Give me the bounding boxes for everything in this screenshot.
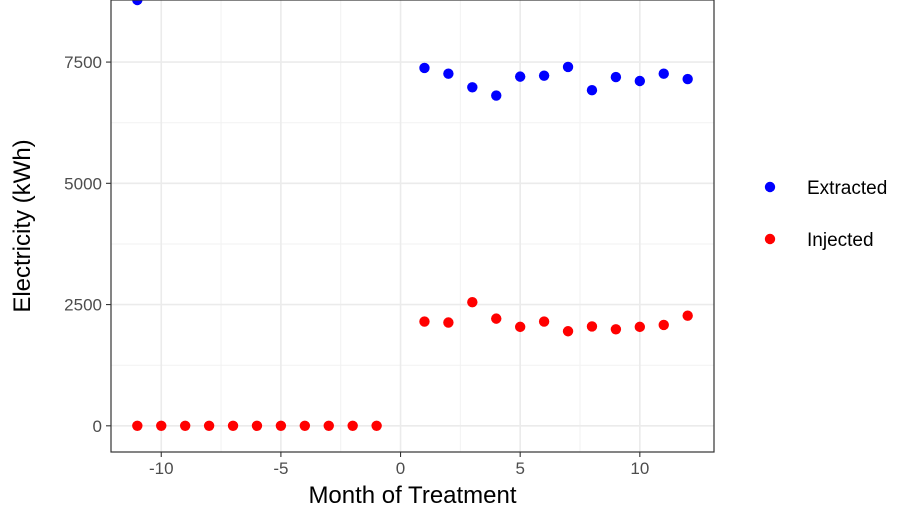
x-axis-title: Month of Treatment: [308, 482, 516, 509]
data-point-injected: [132, 420, 143, 432]
data-point-injected: [203, 420, 215, 432]
data-point-injected: [275, 420, 287, 432]
y-tick-label: 0: [93, 417, 102, 436]
y-axis-title: Electricity (kWh): [9, 139, 36, 312]
x-tick-label: 0: [396, 459, 405, 478]
x-tick-label: 5: [515, 459, 524, 478]
data-point-extracted: [538, 70, 550, 81]
plot-panel-border: [110, 0, 715, 453]
data-point-injected: [251, 420, 263, 432]
legend: Extracted Injected: [764, 178, 887, 251]
data-point-injected: [299, 420, 311, 432]
data-point-injected: [419, 316, 430, 327]
data-point-injected: [634, 321, 646, 333]
y-tick-label: 5000: [64, 174, 102, 193]
data-point-injected: [562, 326, 574, 337]
data-point-injected: [179, 420, 191, 432]
data-points: [132, 0, 693, 432]
data-point-extracted: [443, 68, 454, 79]
data-point-extracted: [610, 71, 622, 83]
x-tick-label: -10: [149, 459, 174, 478]
legend-key-injected: [764, 233, 776, 245]
data-point-extracted: [634, 75, 646, 87]
data-point-extracted: [419, 62, 430, 74]
data-point-extracted: [562, 61, 574, 73]
legend-label-extracted: Extracted: [807, 178, 887, 199]
data-point-injected: [467, 296, 478, 308]
data-point-injected: [586, 321, 598, 332]
data-point-extracted: [467, 82, 478, 93]
legend-label-injected: Injected: [807, 230, 874, 251]
data-point-injected: [227, 420, 239, 432]
data-point-extracted: [514, 71, 526, 82]
gridlines: [111, 0, 714, 452]
data-point-injected: [610, 324, 622, 335]
x-tick-label: 10: [630, 459, 649, 478]
legend-key-extracted: [764, 181, 776, 193]
data-point-extracted: [658, 68, 669, 79]
data-point-injected: [347, 420, 358, 432]
axis-ticks: -10 -5 0 5 10 0 2500 5000 7500: [64, 53, 649, 478]
data-point-injected: [371, 420, 382, 432]
data-point-injected: [491, 313, 502, 324]
y-tick-label: 7500: [64, 53, 102, 72]
y-tick-label: 2500: [64, 296, 102, 315]
data-point-injected: [538, 316, 550, 327]
data-point-injected: [156, 420, 167, 432]
data-point-extracted: [491, 90, 502, 101]
data-point-injected: [514, 321, 526, 333]
data-point-extracted: [682, 73, 693, 85]
data-point-injected: [658, 319, 669, 331]
x-tick-label: -5: [273, 459, 288, 478]
data-point-injected: [443, 317, 454, 328]
data-point-injected: [682, 310, 693, 321]
data-point-injected: [323, 420, 334, 432]
data-point-extracted: [132, 0, 143, 6]
data-point-extracted: [586, 85, 598, 96]
